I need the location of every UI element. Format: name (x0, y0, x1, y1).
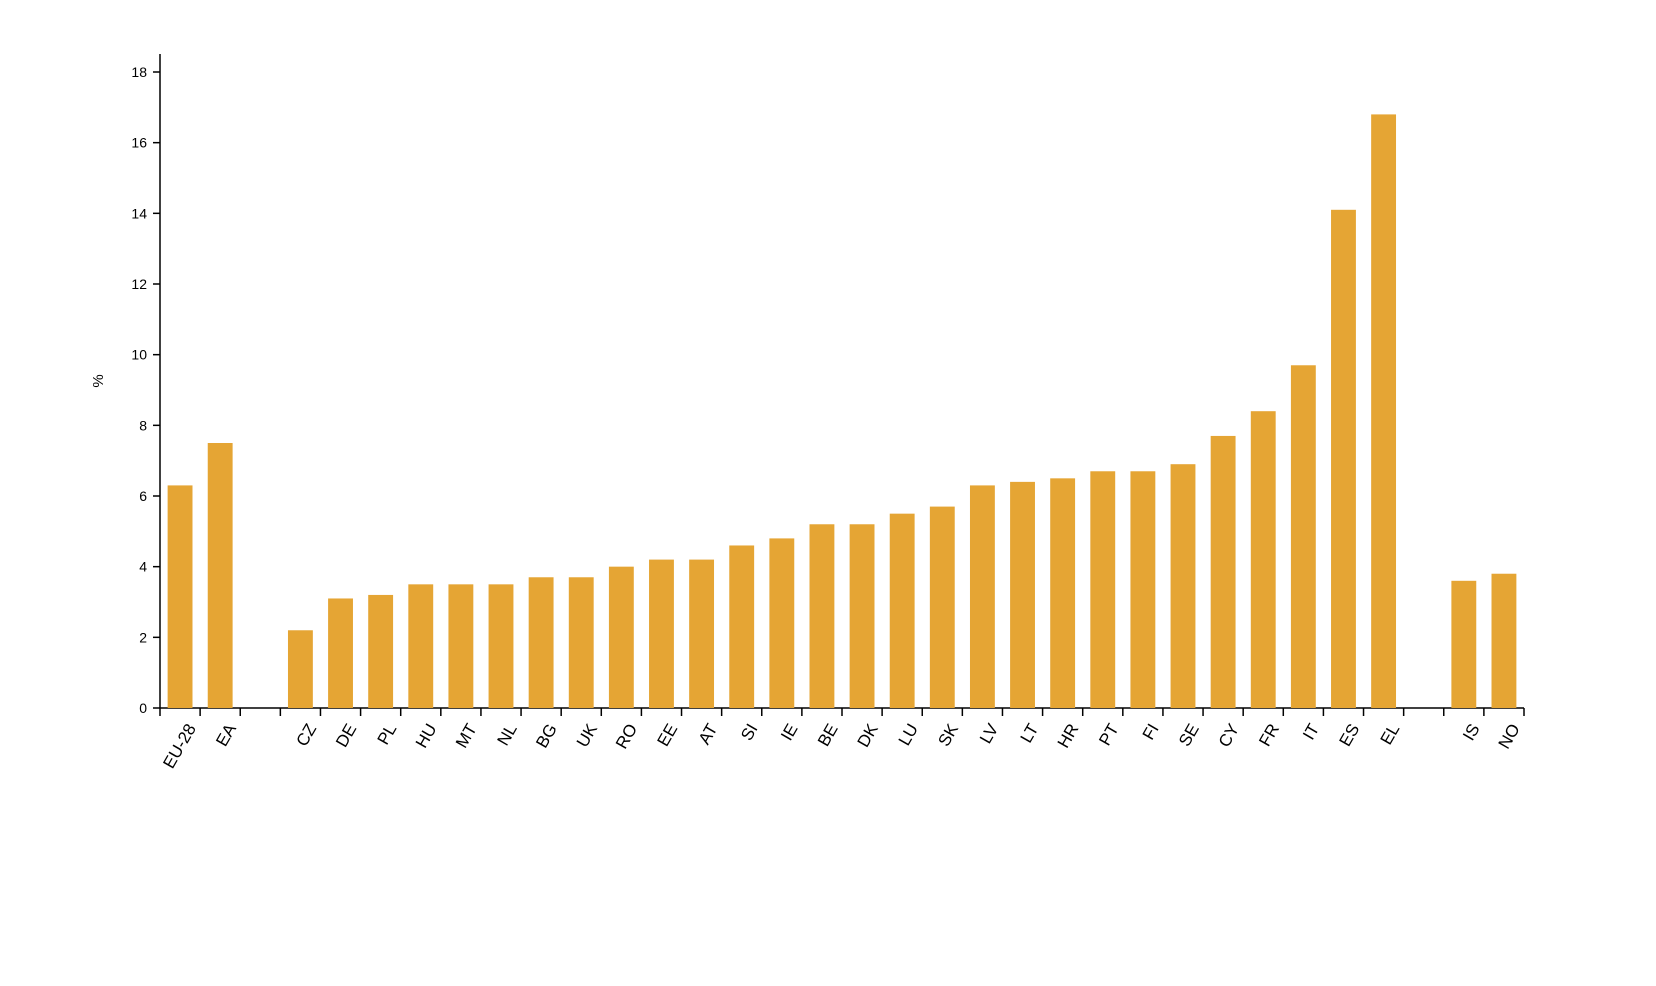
y-tick-label: 18 (131, 64, 147, 80)
x-tick-label: HR (1054, 721, 1083, 752)
x-tick-label: CY (1215, 721, 1243, 751)
x-tick-label: NO (1495, 721, 1524, 753)
y-tick-label: 16 (131, 135, 147, 151)
x-tick-label: LV (976, 720, 1003, 747)
bar-pt (1090, 471, 1116, 708)
bars (167, 114, 1517, 709)
bar-is (1451, 580, 1477, 708)
x-tick-label: SE (1175, 721, 1203, 750)
x-tick-label: FI (1139, 721, 1163, 744)
bar-be (809, 524, 835, 708)
y-axis: 0 2 4 6 8 10 12 14 16 18 (131, 54, 161, 716)
bar-fr (1250, 411, 1276, 708)
bar-cz (287, 630, 313, 708)
x-tick-label: ES (1336, 721, 1364, 750)
bar-lu (889, 513, 915, 708)
y-tick-label: 14 (131, 205, 147, 221)
bar-no (1491, 573, 1517, 708)
bar-cy (1210, 435, 1236, 708)
x-tick-label: IT (1299, 721, 1323, 744)
bar-si (729, 545, 755, 708)
x-tick-label: EA (212, 720, 240, 750)
x-tick-label: EL (1377, 721, 1404, 749)
bar-hr (1050, 478, 1076, 708)
bar-de (328, 598, 353, 708)
y-tick-label: 0 (139, 700, 147, 716)
y-tick-label: 10 (131, 347, 147, 363)
x-tick-label: CZ (292, 721, 320, 750)
x-tick-label: SK (934, 720, 962, 750)
x-tick-label: SI (737, 721, 761, 744)
bar-dk (849, 524, 875, 708)
x-tick-label: RO (612, 721, 641, 753)
bar-lt (1010, 481, 1035, 708)
x-tick-label: FR (1255, 721, 1283, 750)
bar-hu (408, 584, 434, 708)
x-tick-label: NL (494, 721, 521, 749)
bar-at (689, 559, 715, 708)
x-tick-label: AT (695, 721, 722, 748)
x-tick-label: EE (654, 721, 682, 750)
x-tick-label: IS (1459, 721, 1483, 744)
bar-sk (929, 506, 955, 708)
bar-pl (368, 594, 394, 708)
bar-el (1371, 114, 1397, 708)
bar-uk (568, 577, 594, 708)
bar-nl (488, 584, 514, 708)
y-axis-label: % (90, 374, 107, 387)
bar-eu-28 (167, 485, 193, 708)
x-tick-label: BG (532, 721, 561, 752)
x-tick-label: MT (452, 721, 481, 752)
x-tick-label: PT (1095, 721, 1122, 749)
x-tick-label: LU (895, 721, 922, 749)
y-tick-label: 8 (139, 417, 147, 433)
y-tick-label: 4 (139, 559, 147, 575)
bar-se (1170, 464, 1196, 708)
x-tick-label: BE (814, 721, 842, 750)
bar-fi (1130, 471, 1156, 708)
x-tick-label: DE (332, 721, 360, 751)
y-tick-label: 12 (131, 276, 147, 292)
y-tick-label: 2 (139, 629, 147, 645)
bar-bg (528, 577, 554, 708)
bar-ee (649, 559, 674, 708)
bar-ro (608, 566, 634, 708)
x-tick-label: UK (573, 720, 602, 751)
bar-es (1331, 209, 1356, 709)
x-axis: EU-28 EA CZ DE PL HU MT NL BG UK RO EE AT SI IE BE DK LU S… (159, 707, 1525, 772)
x-tick-label: IE (777, 721, 801, 744)
bar-lv (969, 485, 995, 708)
bar-mt (448, 584, 474, 708)
x-tick-label: HU (412, 721, 441, 752)
x-tick-label: EU-28 (159, 721, 200, 772)
x-tick-label: DK (854, 720, 883, 751)
x-tick-label: LT (1017, 721, 1043, 747)
x-tick-label: PL (374, 721, 401, 749)
bar-it (1290, 365, 1316, 708)
bar-ea (207, 443, 233, 708)
y-tick-label: 6 (139, 488, 147, 504)
bar-ie (769, 538, 795, 708)
